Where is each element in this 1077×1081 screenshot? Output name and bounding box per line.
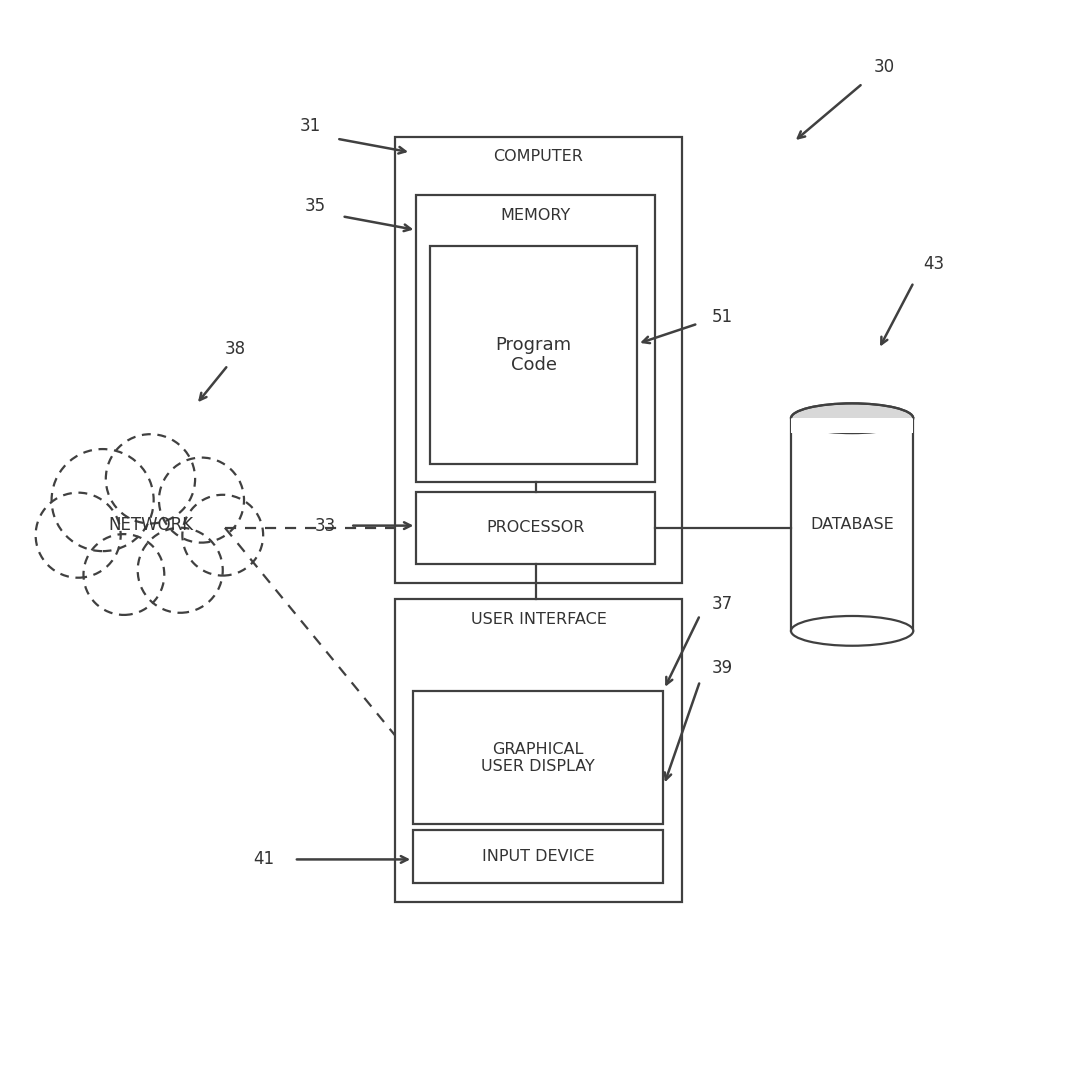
Text: 41: 41: [254, 851, 275, 868]
Ellipse shape: [791, 616, 913, 645]
Bar: [414, 829, 662, 883]
Text: Program
Code: Program Code: [495, 335, 572, 374]
Text: DATABASE: DATABASE: [810, 517, 894, 532]
Text: 39: 39: [712, 659, 733, 677]
Text: 33: 33: [314, 517, 335, 535]
Text: 51: 51: [712, 308, 733, 326]
Text: PROCESSOR: PROCESSOR: [487, 520, 585, 535]
Text: 43: 43: [923, 255, 945, 273]
Circle shape: [182, 495, 263, 575]
Text: NETWORK: NETWORK: [108, 516, 193, 534]
Bar: [395, 599, 682, 902]
Circle shape: [36, 493, 121, 577]
Text: USER INTERFACE: USER INTERFACE: [471, 612, 606, 627]
Circle shape: [159, 457, 244, 543]
Bar: [791, 418, 913, 433]
Text: 31: 31: [299, 117, 321, 135]
Circle shape: [138, 528, 223, 613]
Bar: [416, 195, 656, 482]
Text: GRAPHICAL
USER DISPLAY: GRAPHICAL USER DISPLAY: [481, 742, 595, 774]
Bar: [395, 136, 682, 583]
Bar: [414, 692, 662, 825]
Text: 37: 37: [712, 596, 733, 613]
Text: 38: 38: [225, 341, 246, 358]
Circle shape: [84, 534, 165, 615]
Circle shape: [52, 449, 154, 551]
Bar: [416, 492, 656, 564]
Text: INPUT DEVICE: INPUT DEVICE: [481, 849, 595, 864]
Text: COMPUTER: COMPUTER: [493, 149, 584, 164]
Bar: [430, 246, 638, 464]
Bar: [791, 418, 913, 631]
Text: 35: 35: [305, 197, 326, 215]
Ellipse shape: [68, 469, 233, 591]
Circle shape: [106, 435, 195, 523]
Text: 30: 30: [873, 58, 895, 77]
Ellipse shape: [791, 403, 913, 433]
Text: MEMORY: MEMORY: [501, 208, 571, 223]
